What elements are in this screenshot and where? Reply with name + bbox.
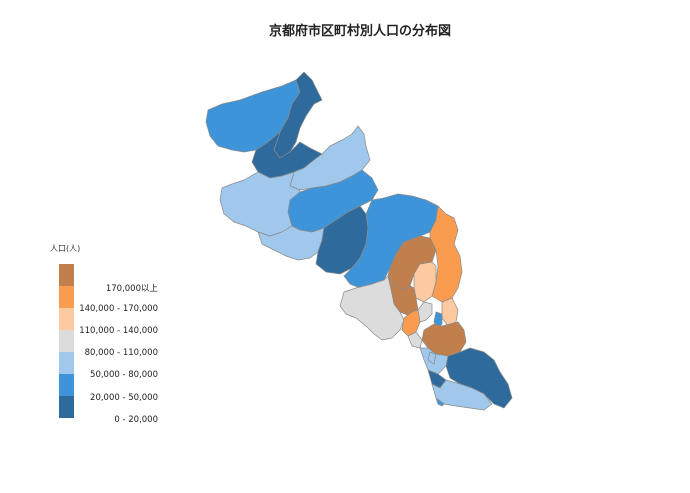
legend-label-2: 110,000 - 140,000 bbox=[79, 326, 158, 336]
region-kameoka bbox=[339, 275, 405, 341]
legend-swatch-1 bbox=[59, 286, 74, 308]
region-oyamazaki bbox=[407, 331, 423, 349]
legend-swatch-2 bbox=[59, 308, 74, 330]
region-muko bbox=[417, 301, 433, 323]
legend-label-6: 0 - 20,000 bbox=[114, 415, 158, 425]
legend-swatch-4 bbox=[59, 352, 74, 374]
legend-swatch-5 bbox=[59, 374, 74, 396]
region-kizugawa bbox=[435, 397, 445, 407]
legend-label-4: 50,000 - 80,000 bbox=[90, 370, 158, 380]
legend-label-3: 80,000 - 110,000 bbox=[84, 348, 158, 358]
legend-label-5: 20,000 - 50,000 bbox=[90, 393, 158, 403]
legend-swatch-3 bbox=[59, 330, 74, 352]
legend-label-0: 170,000以上 bbox=[105, 284, 158, 294]
legend-label-1: 140,000 - 170,000 bbox=[79, 304, 158, 314]
region-tango-east bbox=[273, 71, 323, 159]
map-title: 京都府市区町村別人口の分布図 bbox=[268, 24, 451, 39]
legend-title: 人口(人) bbox=[50, 244, 81, 253]
region-uji bbox=[445, 347, 513, 409]
region-kyoto-ukyo bbox=[387, 235, 437, 291]
region-kyoto-center bbox=[413, 261, 437, 303]
region-nagaokakyo bbox=[401, 309, 421, 337]
region-south-lightblue bbox=[427, 351, 437, 365]
legend-swatch-6 bbox=[59, 396, 74, 418]
region-kyoto-east-small bbox=[441, 297, 459, 327]
legend-swatch-0 bbox=[59, 264, 74, 286]
region-fukuchiyama bbox=[219, 171, 301, 237]
